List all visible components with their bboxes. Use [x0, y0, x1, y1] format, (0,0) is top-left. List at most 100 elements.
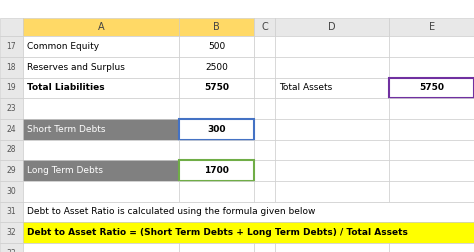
Bar	[23, 18, 179, 36]
Bar	[275, 222, 389, 243]
Bar	[275, 98, 389, 119]
Bar	[179, 140, 254, 160]
Bar	[275, 18, 389, 36]
Bar	[179, 222, 254, 243]
Text: 5750: 5750	[204, 83, 229, 92]
Bar	[23, 98, 179, 119]
Bar	[23, 160, 179, 181]
Bar	[254, 57, 275, 78]
Bar	[23, 222, 179, 243]
Bar	[0, 78, 23, 98]
Bar	[179, 57, 254, 78]
Text: 19: 19	[7, 83, 16, 92]
Bar	[275, 140, 389, 160]
Bar	[179, 119, 254, 140]
Bar	[0, 160, 23, 181]
Bar	[179, 160, 254, 181]
Bar	[23, 243, 179, 252]
Text: B: B	[213, 22, 220, 32]
Bar	[179, 98, 254, 119]
Bar	[179, 119, 254, 140]
Bar	[389, 18, 474, 36]
Text: 32: 32	[7, 228, 16, 237]
Text: 300: 300	[207, 125, 226, 134]
Bar	[275, 202, 389, 222]
Text: 31: 31	[7, 207, 16, 216]
Text: Total Liabilities: Total Liabilities	[27, 83, 104, 92]
Bar	[0, 98, 23, 119]
Bar	[389, 119, 474, 140]
Bar	[179, 78, 254, 98]
Bar	[254, 119, 275, 140]
Bar	[179, 202, 254, 222]
Text: Common Equity: Common Equity	[27, 42, 99, 51]
Text: E: E	[428, 22, 435, 32]
Bar	[275, 57, 389, 78]
Text: 29: 29	[7, 166, 16, 175]
Text: Short Term Debts: Short Term Debts	[27, 125, 105, 134]
Bar	[23, 202, 179, 222]
Bar	[275, 243, 389, 252]
Bar	[0, 119, 23, 140]
Bar	[389, 140, 474, 160]
Bar	[389, 78, 474, 98]
Bar	[23, 140, 179, 160]
Bar	[389, 243, 474, 252]
Bar	[254, 18, 275, 36]
Bar	[389, 181, 474, 202]
Bar	[179, 36, 254, 57]
Bar	[275, 78, 389, 98]
Bar	[23, 57, 179, 78]
Text: 1700: 1700	[204, 166, 229, 175]
Bar	[23, 36, 179, 57]
Bar	[179, 36, 254, 57]
Bar	[389, 160, 474, 181]
Bar	[389, 98, 474, 119]
Bar	[254, 140, 275, 160]
Bar	[0, 243, 23, 252]
Text: 24: 24	[7, 125, 16, 134]
Bar	[179, 57, 254, 78]
Bar	[23, 160, 179, 181]
Bar	[389, 57, 474, 78]
Bar	[254, 98, 275, 119]
Bar	[0, 36, 23, 57]
Bar	[179, 78, 254, 98]
Bar	[254, 78, 275, 98]
Text: Debt to Asset Ratio is calculated using the formula given below: Debt to Asset Ratio is calculated using …	[27, 207, 315, 216]
Bar	[0, 222, 23, 243]
Bar	[179, 160, 254, 181]
Bar	[23, 57, 179, 78]
Bar	[389, 202, 474, 222]
Text: Total Assets: Total Assets	[279, 83, 332, 92]
Text: A: A	[98, 22, 104, 32]
Bar	[254, 36, 275, 57]
Bar	[0, 140, 23, 160]
Text: 33: 33	[7, 249, 16, 252]
Bar	[275, 36, 389, 57]
Text: 18: 18	[7, 63, 16, 72]
Text: 30: 30	[7, 187, 16, 196]
Bar	[179, 160, 254, 181]
Bar	[275, 119, 389, 140]
Bar	[389, 222, 474, 243]
Text: 5750: 5750	[419, 83, 444, 92]
Bar	[254, 222, 275, 243]
Bar	[179, 18, 254, 36]
Text: 28: 28	[7, 145, 16, 154]
Bar	[23, 119, 179, 140]
Text: Debt to Asset Ratio = (Short Term Debts + Long Term Debts) / Total Assets: Debt to Asset Ratio = (Short Term Debts …	[27, 228, 408, 237]
Bar	[23, 78, 179, 98]
Text: 2500: 2500	[205, 63, 228, 72]
Bar	[0, 18, 23, 36]
Bar	[254, 243, 275, 252]
Bar	[254, 181, 275, 202]
Bar	[254, 202, 275, 222]
Bar	[23, 36, 179, 57]
Bar	[389, 78, 474, 98]
Bar	[275, 160, 389, 181]
Bar	[0, 57, 23, 78]
Bar	[23, 222, 474, 243]
Bar	[389, 36, 474, 57]
Bar	[275, 78, 389, 98]
